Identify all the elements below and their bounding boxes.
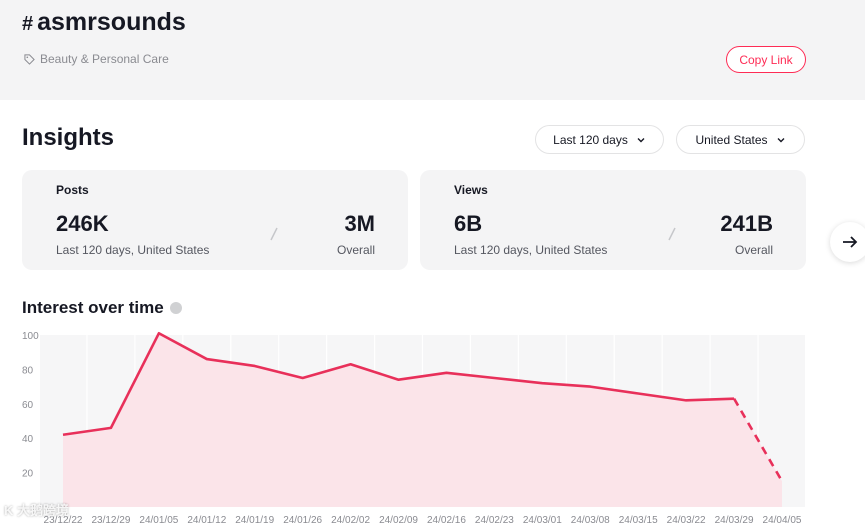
y-tick-label: 100	[22, 331, 39, 342]
posts-overall-value: 3M	[344, 211, 375, 236]
interest-title: Interest over time	[22, 298, 182, 318]
info-icon[interactable]	[169, 302, 182, 314]
tag-icon	[24, 53, 35, 65]
views-recent-value: 6B	[454, 211, 483, 236]
x-tick-label: 24/04/05	[763, 515, 802, 526]
views-label: Views	[454, 183, 488, 197]
x-tick-label: 24/01/19	[235, 515, 274, 526]
x-tick-label: 24/03/22	[667, 515, 706, 526]
x-tick-label: 23/12/22	[44, 515, 83, 526]
series-line	[62, 331, 735, 437]
x-tick-label: 24/03/08	[571, 515, 610, 526]
y-tick-label: 60	[22, 400, 34, 411]
copy-link-button[interactable]: Copy Link	[726, 46, 806, 73]
posts-label: Posts	[56, 183, 89, 197]
x-tick-label: 24/02/02	[331, 515, 370, 526]
hashtag-name: asmrsounds	[37, 8, 186, 36]
next-cards-button[interactable]	[830, 222, 865, 262]
arrow-right-icon	[843, 236, 858, 248]
country-dropdown[interactable]: United States	[676, 125, 805, 154]
divider-slash	[270, 227, 278, 241]
y-tick-label: 80	[22, 365, 34, 376]
views-overall-value: 241B	[720, 211, 773, 236]
x-tick-label: 24/01/26	[283, 515, 322, 526]
x-tick-label: 24/02/16	[427, 515, 466, 526]
posts-recent-caption: Last 120 days, United States	[56, 243, 210, 257]
category-label: Beauty & Personal Care	[24, 52, 169, 66]
period-dropdown[interactable]: Last 120 days	[535, 125, 664, 154]
divider-slash	[668, 227, 676, 241]
hashtag-header: # asmrsounds Beauty & Personal Care Copy …	[0, 0, 865, 100]
interest-title-text: Interest over time	[22, 298, 164, 317]
period-dropdown-value: Last 120 days	[553, 132, 628, 147]
category-text: Beauty & Personal Care	[40, 52, 169, 66]
interest-chart: 100 80 60 40 20 23/12/22 23/12/29 24/01/05 24/01…	[22, 331, 807, 526]
x-tick-label: 24/03/01	[523, 515, 562, 526]
x-tick-label: 24/01/05	[139, 515, 178, 526]
country-dropdown-value: United States	[695, 132, 768, 147]
x-tick-label: 24/02/23	[475, 515, 514, 526]
posts-recent-value: 246K	[56, 211, 109, 236]
hash-symbol: #	[22, 13, 34, 35]
x-tick-label: 24/01/12	[187, 515, 226, 526]
x-tick-label: 23/12/29	[91, 515, 130, 526]
views-recent-caption: Last 120 days, United States	[454, 243, 608, 257]
chevron-down-icon	[777, 137, 785, 142]
x-tick-label: 24/03/15	[619, 515, 658, 526]
y-tick-label: 20	[22, 469, 34, 480]
posts-overall-caption: Overall	[336, 243, 375, 257]
watermark: K 大鹅跨境	[4, 503, 70, 518]
chevron-down-icon	[637, 137, 645, 142]
x-tick-label: 24/03/29	[715, 515, 754, 526]
hashtag-title: # asmrsounds	[22, 8, 186, 37]
y-tick-label: 40	[22, 434, 34, 445]
series-line-projected	[732, 397, 784, 482]
views-overall-caption: Overall	[734, 243, 773, 257]
area-fill	[63, 333, 782, 507]
views-card: Views 6B Last 120 days, United States 24…	[420, 170, 806, 270]
insights-title: Insights	[22, 124, 115, 151]
x-tick-label: 24/02/09	[379, 515, 418, 526]
posts-card: Posts 246K Last 120 days, United States …	[22, 170, 408, 270]
